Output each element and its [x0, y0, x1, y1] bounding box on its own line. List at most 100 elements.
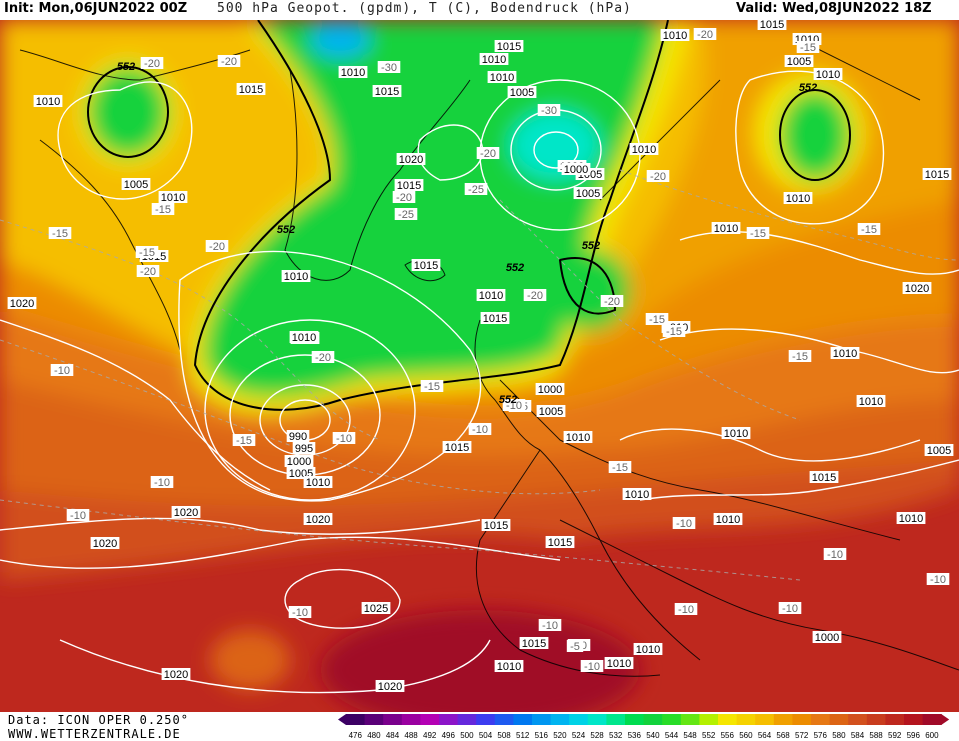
temp-label: -30 [541, 105, 557, 117]
legend-swatch [439, 714, 459, 725]
legend-swatch [383, 714, 403, 725]
isobar-label: 1010 [636, 644, 660, 656]
isobar-label: 1010 [833, 348, 857, 360]
isobar-label-box [622, 488, 652, 500]
isobar-label-box [284, 455, 314, 467]
isobar-label-box [902, 282, 932, 294]
isobar-label-box [442, 441, 472, 453]
isobar-label: 1020 [174, 507, 198, 519]
temp-label: -20 [650, 171, 666, 183]
isobar-label-box [481, 519, 511, 531]
legend-tick-label: 520 [553, 731, 567, 740]
isobar-label-box [158, 191, 188, 203]
isobar-label: 1010 [306, 477, 330, 489]
isobar-label-box [396, 153, 426, 165]
isobar-label-box [783, 192, 813, 204]
legend-swatch [420, 714, 440, 725]
temp-label: -20 [221, 56, 237, 68]
temp-label-box [50, 364, 74, 376]
temp-label-box [140, 57, 164, 69]
isobar-label: 1010 [899, 513, 923, 525]
legend-swatch [364, 714, 384, 725]
color-legend: 476 480 484 488 492 496 500 504 508 512 516 520 524 5… [338, 714, 950, 740]
legend-tick-label: 528 [590, 731, 604, 740]
legend-tick-label: 552 [702, 731, 716, 740]
legend-swatch [550, 714, 570, 725]
temp-label: -20 [697, 29, 713, 41]
geopot-label: 552 [277, 224, 295, 236]
temp-label: -15 [861, 224, 877, 236]
isobar-label: 1010 [625, 489, 649, 501]
legend-tick-label: 580 [832, 731, 846, 740]
temp-label: -10 [70, 510, 86, 522]
temp-label: -10 [54, 365, 70, 377]
legend-tick-label: 588 [869, 731, 883, 740]
temp-label-box [672, 517, 696, 529]
isobar-label: 1000 [564, 164, 588, 176]
temp-label-box [537, 104, 561, 116]
isobar-label-box [479, 53, 509, 65]
weather-map: 1015101010101015101010051010101510101020… [0, 20, 959, 712]
temp-label-box [135, 246, 159, 258]
geopot-552-contours [87, 20, 851, 411]
isobar-label-box [372, 85, 402, 97]
temp-label-box [502, 399, 526, 411]
isobar-label: 1010 [632, 144, 656, 156]
legend-swatch [346, 714, 366, 725]
legend-tick-label: 532 [609, 731, 623, 740]
legend-swatch [904, 714, 924, 725]
legend-swatch [587, 714, 607, 725]
legend-tick-label: 576 [814, 731, 828, 740]
legend-swatch [848, 714, 868, 725]
temp-label-box [394, 208, 418, 220]
geopot-label: 552 [117, 61, 135, 73]
temp-label-box [580, 660, 604, 672]
isobar-label-box [507, 86, 537, 98]
geopot-label: 552 [582, 240, 600, 252]
isobar-label: 1000 [287, 456, 311, 468]
temp-label: -20 [480, 148, 496, 160]
isobar-label: 1000 [815, 632, 839, 644]
isobar-label-box [721, 427, 751, 439]
isobar-label: 990 [289, 431, 307, 443]
legend-swatch [792, 714, 812, 725]
temp-label: -20 [527, 290, 543, 302]
temp-label: -10 [678, 604, 694, 616]
temp-label-box [662, 325, 686, 337]
legend-swatch [513, 714, 533, 725]
temp-label: -15 [750, 228, 766, 240]
isobar-label-box [161, 668, 191, 680]
isobar-label: 1010 [816, 69, 840, 81]
isobar-label: 1020 [93, 538, 117, 550]
isobar-label-box [236, 83, 266, 95]
temp-label-box [420, 380, 444, 392]
legend-tick-label: 592 [888, 731, 902, 740]
temp-label: -25 [398, 209, 414, 221]
legend-tick-label: 540 [646, 731, 660, 740]
temp-label: -20 [604, 296, 620, 308]
legend-swatch [494, 714, 514, 725]
legend-swatch [866, 714, 886, 725]
legend-swatch [718, 714, 738, 725]
isobar-label-box [171, 506, 201, 518]
isobar-label: 1010 [490, 72, 514, 84]
legend-swatch [569, 714, 589, 725]
isobar-label-box [394, 179, 424, 191]
temp-label: -10 [506, 400, 522, 412]
temp-label-box [926, 573, 950, 585]
isobar-label: 1010 [497, 661, 521, 673]
isobar-label: 1010 [341, 67, 365, 79]
isobar-label-box [924, 444, 954, 456]
legend-arrow-right [941, 714, 950, 725]
isobar-label: 1010 [714, 223, 738, 235]
legend-swatch [811, 714, 831, 725]
isobar-label: 1010 [36, 96, 60, 108]
temp-label-box [232, 434, 256, 446]
isobar-label: 1025 [364, 603, 388, 615]
isobar-label: 1015 [522, 638, 546, 650]
legend-swatch [532, 714, 552, 725]
legend-tick-label: 488 [404, 731, 418, 740]
isotherms [0, 169, 959, 581]
legend-swatch [401, 714, 421, 725]
legend-swatch [755, 714, 775, 725]
